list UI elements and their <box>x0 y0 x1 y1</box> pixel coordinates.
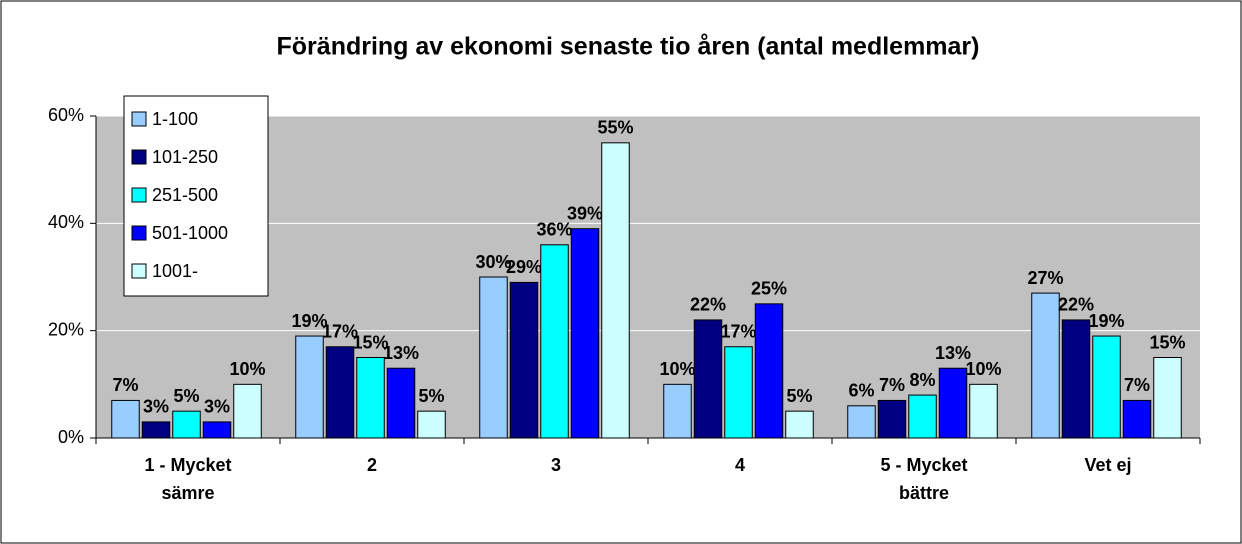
value-label: 10% <box>965 359 1001 379</box>
bar <box>1122 399 1152 439</box>
bar <box>540 244 569 439</box>
value-label: 10% <box>229 359 265 379</box>
legend-label: 501-1000 <box>152 223 228 243</box>
x-tick-label: 1 - Mycket sämre <box>144 455 231 503</box>
bar <box>1031 292 1060 439</box>
bar <box>233 383 262 439</box>
legend-label: 101-250 <box>152 147 218 167</box>
value-label: 7% <box>879 375 905 395</box>
bar <box>847 405 876 439</box>
bar <box>663 383 692 439</box>
bar <box>141 421 171 439</box>
bar <box>172 410 201 439</box>
value-label: 15% <box>1149 332 1185 352</box>
value-label: 13% <box>383 343 419 363</box>
bar <box>601 142 630 439</box>
value-label: 5% <box>418 386 444 406</box>
y-tick-label: 40% <box>48 212 84 232</box>
bar <box>325 346 355 439</box>
bar <box>509 281 539 439</box>
value-label: 6% <box>848 381 874 401</box>
value-label: 30% <box>475 252 511 272</box>
legend-label: 1-100 <box>152 109 198 129</box>
bar <box>386 367 416 439</box>
bar <box>111 399 140 439</box>
bar <box>1061 319 1091 439</box>
bar <box>202 421 232 439</box>
bar <box>1092 335 1121 439</box>
value-label: 25% <box>751 279 787 299</box>
bar <box>969 383 998 439</box>
x-tick-label: 5 - Mycket bättre <box>880 455 967 503</box>
value-label: 19% <box>1088 311 1124 331</box>
value-label: 10% <box>659 359 695 379</box>
x-tick-label: 4 <box>735 455 745 475</box>
value-label: 19% <box>291 311 327 331</box>
value-label: 3% <box>204 397 230 417</box>
x-tick-label: 2 <box>367 455 377 475</box>
value-label: 22% <box>690 295 726 315</box>
legend-swatch <box>131 187 147 203</box>
value-label: 17% <box>720 322 756 342</box>
bar <box>908 394 937 439</box>
legend-label: 251-500 <box>152 185 218 205</box>
legend-swatch <box>131 263 147 279</box>
bar <box>1153 357 1182 439</box>
bar <box>754 303 784 439</box>
value-label: 7% <box>112 375 138 395</box>
value-label: 29% <box>506 257 542 277</box>
value-label: 17% <box>322 322 358 342</box>
value-label: 7% <box>1124 375 1150 395</box>
x-tick-label: Vet ej <box>1084 455 1131 475</box>
bar <box>724 346 753 439</box>
plot-area <box>96 116 1200 438</box>
bar <box>570 228 600 439</box>
value-label: 55% <box>597 118 633 138</box>
x-tick-label: 3 <box>551 455 561 475</box>
value-label: 39% <box>567 203 603 223</box>
bar <box>356 357 385 439</box>
y-tick-label: 20% <box>48 319 84 339</box>
value-label: 5% <box>173 386 199 406</box>
value-label: 27% <box>1027 268 1063 288</box>
y-tick-label: 0% <box>58 427 84 447</box>
bar <box>693 319 723 439</box>
value-label: 36% <box>536 220 572 240</box>
value-label: 15% <box>352 332 388 352</box>
legend-swatch <box>131 225 147 241</box>
bar <box>938 367 968 439</box>
legend-swatch <box>131 149 147 165</box>
bar <box>295 335 324 439</box>
bar <box>877 399 907 439</box>
legend-swatch <box>131 111 147 127</box>
bar <box>417 410 446 439</box>
bar <box>479 276 508 439</box>
value-label: 13% <box>935 343 971 363</box>
bar <box>785 410 814 439</box>
value-label: 8% <box>909 370 935 390</box>
y-tick-label: 60% <box>48 105 84 125</box>
value-label: 5% <box>786 386 812 406</box>
chart-title: Förändring av ekonomi senaste tio åren (… <box>277 33 980 61</box>
legend-label: 1001- <box>152 261 198 281</box>
value-label: 22% <box>1058 295 1094 315</box>
value-label: 3% <box>143 397 169 417</box>
legend-box <box>123 95 269 297</box>
